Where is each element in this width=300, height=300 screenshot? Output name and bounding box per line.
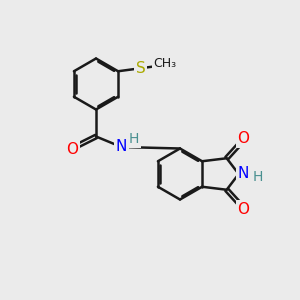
Text: S: S — [136, 61, 146, 76]
Text: O: O — [66, 142, 78, 158]
Text: H: H — [129, 133, 139, 146]
Text: O: O — [237, 202, 249, 217]
Text: O: O — [237, 131, 249, 146]
Text: H: H — [253, 170, 263, 184]
Text: N: N — [116, 140, 127, 154]
Text: N: N — [238, 167, 249, 182]
Text: CH₃: CH₃ — [153, 57, 176, 70]
